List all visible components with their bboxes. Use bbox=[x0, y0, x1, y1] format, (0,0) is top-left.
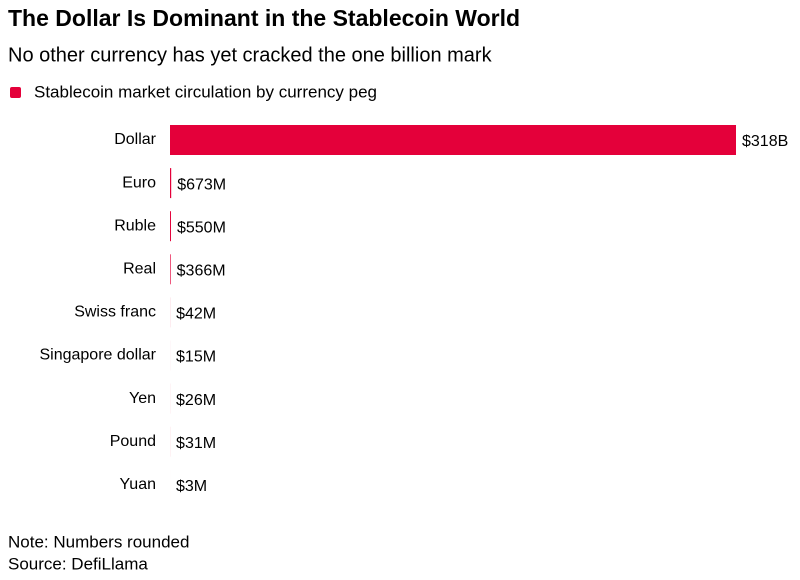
category-label: Pound bbox=[110, 433, 156, 450]
value-label: $15M bbox=[176, 349, 216, 366]
value-label: $31M bbox=[176, 435, 216, 452]
value-label: $673M bbox=[177, 176, 226, 193]
chart-subtitle: No other currency has yet cracked the on… bbox=[8, 44, 493, 66]
bar bbox=[170, 125, 736, 155]
note: Note: Numbers rounded bbox=[8, 532, 189, 551]
category-label: Yen bbox=[129, 390, 156, 407]
value-label: $366M bbox=[177, 263, 226, 280]
category-label: Swiss franc bbox=[74, 304, 156, 321]
category-label: Euro bbox=[122, 174, 156, 191]
bar bbox=[170, 254, 171, 285]
source: Source: DefiLlama bbox=[8, 554, 148, 573]
value-label: $3M bbox=[176, 478, 207, 495]
bar bbox=[170, 211, 171, 242]
category-label: Dollar bbox=[114, 131, 156, 148]
bar bbox=[170, 168, 172, 199]
category-label: Yuan bbox=[120, 476, 156, 493]
chart-title: The Dollar Is Dominant in the Stablecoin… bbox=[8, 5, 520, 31]
category-label: Ruble bbox=[114, 217, 156, 234]
value-label: $318B bbox=[742, 133, 788, 150]
category-label: Singapore dollar bbox=[39, 347, 156, 364]
legend-label: Stablecoin market circulation by currenc… bbox=[34, 82, 377, 101]
value-label: $550M bbox=[177, 219, 226, 236]
value-label: $42M bbox=[176, 306, 216, 323]
value-label: $26M bbox=[176, 392, 216, 409]
category-label: Real bbox=[123, 261, 156, 278]
legend-swatch bbox=[10, 87, 21, 98]
